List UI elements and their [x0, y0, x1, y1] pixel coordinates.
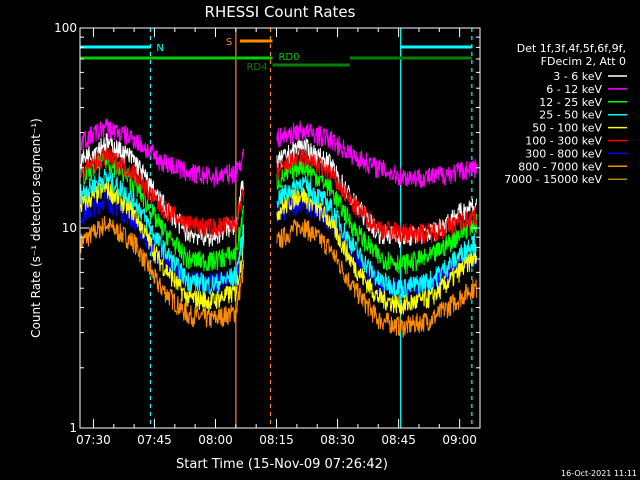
flag-label: RD4 — [246, 62, 267, 73]
series-line — [80, 216, 477, 338]
legend-label: 100 - 300 keV — [525, 135, 602, 148]
legend-label: 7000 - 15000 keV — [504, 173, 602, 186]
x-tick-label: 07:30 — [76, 433, 111, 447]
x-axis-label: Start Time (15-Nov-09 07:26:42) — [176, 457, 388, 472]
x-tick-label: 09:00 — [442, 433, 477, 447]
legend-header-line-1: Det 1f,3f,4f,5f,6f,9f, — [517, 42, 626, 55]
x-tick-label: 07:45 — [137, 433, 172, 447]
legend-label: 25 - 50 keV — [539, 109, 602, 122]
chart-title: RHESSI Count Rates — [205, 3, 356, 21]
legend-label: 300 - 800 keV — [525, 147, 602, 160]
y-tick-label: 100 — [54, 21, 77, 35]
legend-label: 3 - 6 keV — [553, 70, 602, 83]
legend-header-line-2: FDecim 2, Att 0 — [541, 55, 626, 68]
legend-label: 6 - 12 keV — [546, 83, 602, 96]
plot-series — [80, 118, 477, 338]
y-axis-label: Count Rate (s⁻¹ detector segment⁻¹) — [29, 118, 43, 338]
legend-label: 800 - 7000 keV — [518, 160, 602, 173]
series-line — [80, 179, 477, 316]
flag-label: N — [156, 43, 163, 54]
x-tick-label: 08:15 — [259, 433, 294, 447]
timestamp-label: 16-Oct-2021 11:11 — [561, 469, 637, 478]
x-tick-label: 08:00 — [198, 433, 233, 447]
y-tick-label: 10 — [62, 221, 77, 235]
plot-axes: 1 10 100 07:30 07:45 08:00 08:15 08:30 08:45 09:0… — [54, 21, 481, 447]
series-line — [80, 168, 477, 299]
legend-label: 50 - 100 keV — [532, 122, 602, 135]
flag-label: RD0 — [278, 52, 299, 63]
x-tick-label: 08:45 — [381, 433, 416, 447]
x-tick-label: 08:30 — [320, 433, 355, 447]
series-line — [80, 147, 477, 244]
flag-label: S — [226, 37, 232, 48]
y-tick-label: 1 — [69, 421, 77, 435]
series-line — [80, 118, 477, 189]
legend-label: 12 - 25 keV — [539, 96, 602, 109]
